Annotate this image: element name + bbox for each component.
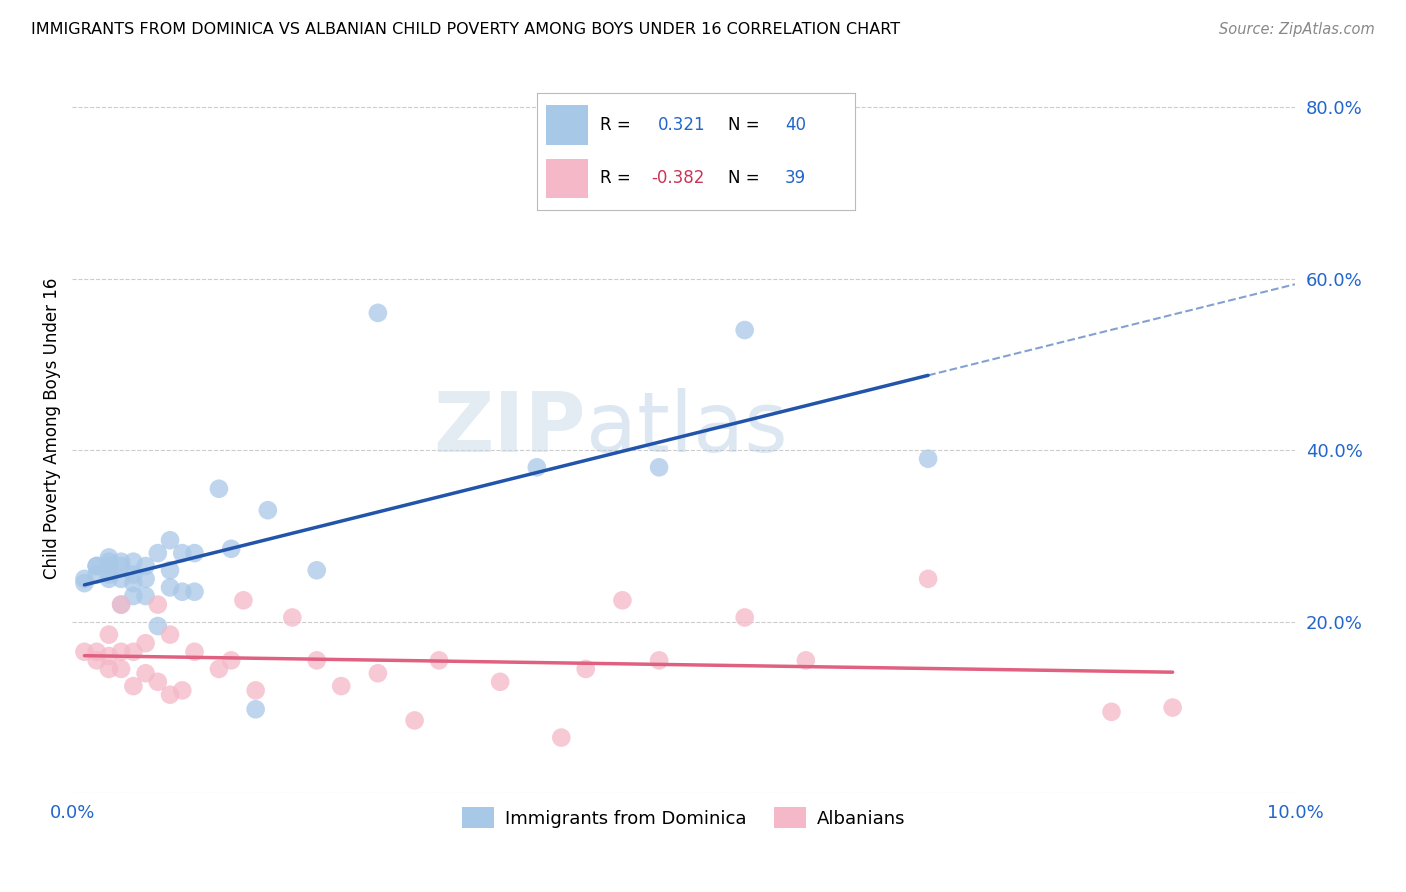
Point — [172, 584, 194, 599]
Point — [172, 683, 194, 698]
Point — [612, 593, 634, 607]
Point — [219, 653, 242, 667]
Point — [1101, 705, 1123, 719]
Point — [97, 567, 120, 582]
Point — [183, 645, 205, 659]
Point — [575, 662, 598, 676]
Point — [404, 714, 426, 728]
Point — [208, 482, 231, 496]
Point — [330, 679, 353, 693]
Point — [110, 645, 132, 659]
Point — [208, 662, 231, 676]
Point — [305, 653, 328, 667]
Point — [159, 688, 181, 702]
Point — [734, 610, 756, 624]
Text: ZIP: ZIP — [433, 388, 586, 469]
Point — [122, 576, 145, 591]
Legend: Immigrants from Dominica, Albanians: Immigrants from Dominica, Albanians — [454, 800, 912, 836]
Point — [734, 323, 756, 337]
Point — [135, 636, 157, 650]
Point — [183, 584, 205, 599]
Point — [97, 550, 120, 565]
Point — [159, 581, 181, 595]
Point — [97, 649, 120, 664]
Point — [1161, 700, 1184, 714]
Point — [648, 653, 671, 667]
Point — [110, 598, 132, 612]
Point — [219, 541, 242, 556]
Point — [122, 589, 145, 603]
Point — [122, 645, 145, 659]
Point — [110, 598, 132, 612]
Point — [135, 589, 157, 603]
Text: atlas: atlas — [586, 388, 787, 469]
Point — [550, 731, 572, 745]
Point — [97, 555, 120, 569]
Point — [110, 559, 132, 574]
Point — [110, 662, 132, 676]
Point — [97, 559, 120, 574]
Point — [73, 572, 96, 586]
Point — [367, 666, 389, 681]
Point — [146, 598, 169, 612]
Point — [122, 555, 145, 569]
Point — [232, 593, 254, 607]
Point — [794, 653, 817, 667]
Text: IMMIGRANTS FROM DOMINICA VS ALBANIAN CHILD POVERTY AMONG BOYS UNDER 16 CORRELATI: IMMIGRANTS FROM DOMINICA VS ALBANIAN CHI… — [31, 22, 900, 37]
Point — [135, 559, 157, 574]
Point — [146, 674, 169, 689]
Point — [183, 546, 205, 560]
Point — [122, 567, 145, 582]
Point — [159, 627, 181, 641]
Point — [135, 572, 157, 586]
Point — [110, 555, 132, 569]
Point — [86, 653, 108, 667]
Point — [86, 645, 108, 659]
Point — [146, 546, 169, 560]
Point — [257, 503, 280, 517]
Point — [86, 559, 108, 574]
Point — [122, 679, 145, 693]
Point — [86, 567, 108, 582]
Point — [146, 619, 169, 633]
Point — [917, 451, 939, 466]
Point — [648, 460, 671, 475]
Point — [86, 559, 108, 574]
Point — [526, 460, 548, 475]
Point — [97, 627, 120, 641]
Text: Source: ZipAtlas.com: Source: ZipAtlas.com — [1219, 22, 1375, 37]
Point — [245, 683, 267, 698]
Point — [73, 576, 96, 591]
Point — [135, 666, 157, 681]
Point — [73, 645, 96, 659]
Point — [489, 674, 512, 689]
Point — [97, 572, 120, 586]
Point — [917, 572, 939, 586]
Point — [367, 306, 389, 320]
Point — [97, 662, 120, 676]
Point — [281, 610, 304, 624]
Point — [245, 702, 267, 716]
Point — [159, 563, 181, 577]
Y-axis label: Child Poverty Among Boys Under 16: Child Poverty Among Boys Under 16 — [44, 278, 60, 580]
Point — [159, 533, 181, 548]
Point — [172, 546, 194, 560]
Point — [305, 563, 328, 577]
Point — [427, 653, 450, 667]
Point — [110, 572, 132, 586]
